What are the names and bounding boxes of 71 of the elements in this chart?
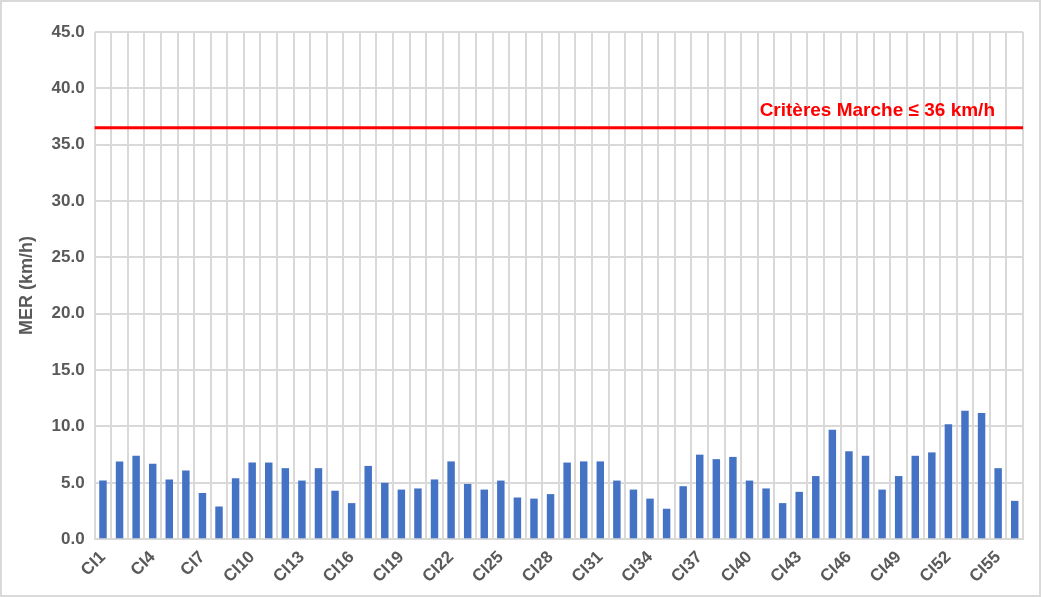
bar — [762, 488, 770, 539]
bar — [265, 462, 273, 539]
bar — [861, 455, 870, 539]
bar — [745, 480, 754, 539]
bar — [828, 429, 837, 539]
bar — [248, 462, 256, 539]
bar — [530, 498, 538, 539]
y-tick-label: 25.0 — [51, 247, 85, 267]
bar — [215, 506, 223, 539]
x-tick-label: CI4 — [126, 546, 160, 580]
bar — [480, 489, 488, 539]
bar — [729, 456, 737, 539]
bar — [778, 503, 787, 539]
bar — [646, 498, 654, 539]
y-tick-label: 0.0 — [61, 528, 85, 548]
bar — [712, 459, 721, 539]
bar — [513, 497, 522, 539]
bar — [994, 468, 1002, 539]
bar — [928, 452, 936, 539]
bar — [977, 412, 986, 539]
bar — [579, 461, 588, 539]
bar — [198, 492, 207, 539]
bar — [314, 468, 323, 539]
bar — [347, 503, 356, 539]
bar — [381, 482, 389, 539]
bar — [845, 451, 853, 539]
bar — [231, 478, 240, 539]
bar — [613, 480, 621, 539]
bar — [182, 470, 190, 539]
y-tick-label: 15.0 — [51, 359, 85, 379]
bar — [596, 461, 605, 539]
y-tick-label: 5.0 — [61, 472, 85, 492]
y-tick-label: 45.0 — [51, 21, 85, 41]
bar — [894, 476, 903, 539]
bar — [148, 463, 157, 539]
bar — [563, 462, 571, 539]
bar — [546, 494, 555, 539]
bar — [165, 479, 174, 539]
bar — [812, 476, 820, 539]
y-tick-label: 40.0 — [51, 78, 85, 98]
y-tick-label: 30.0 — [51, 190, 85, 210]
y-tick-label: 10.0 — [51, 416, 85, 436]
y-tick-label: 35.0 — [51, 134, 85, 154]
bar — [878, 489, 886, 539]
bar — [364, 465, 372, 539]
bar — [397, 489, 406, 539]
bar — [662, 508, 671, 539]
bar — [961, 410, 969, 539]
bar — [281, 468, 290, 539]
bar — [430, 479, 439, 539]
y-tick-label: 20.0 — [51, 303, 85, 323]
bar — [463, 483, 472, 539]
y-axis-title: MER (km/h) — [15, 236, 36, 336]
bar — [132, 455, 140, 539]
x-tick-label: CI1 — [76, 547, 110, 580]
bar — [497, 480, 505, 539]
bar — [911, 455, 919, 539]
bar — [414, 488, 422, 539]
ref-line-label: Critères Marche ≤ 36 km/h — [759, 98, 995, 120]
bar — [795, 491, 803, 539]
bar — [679, 486, 687, 539]
bar — [629, 489, 638, 539]
bar — [944, 424, 953, 539]
bar — [298, 480, 306, 539]
bar — [696, 454, 704, 539]
bar — [99, 480, 107, 539]
x-tick-label: CI7 — [176, 547, 209, 580]
bar — [447, 461, 455, 539]
bar — [1010, 500, 1019, 539]
bar — [115, 461, 124, 539]
bar — [331, 490, 339, 539]
